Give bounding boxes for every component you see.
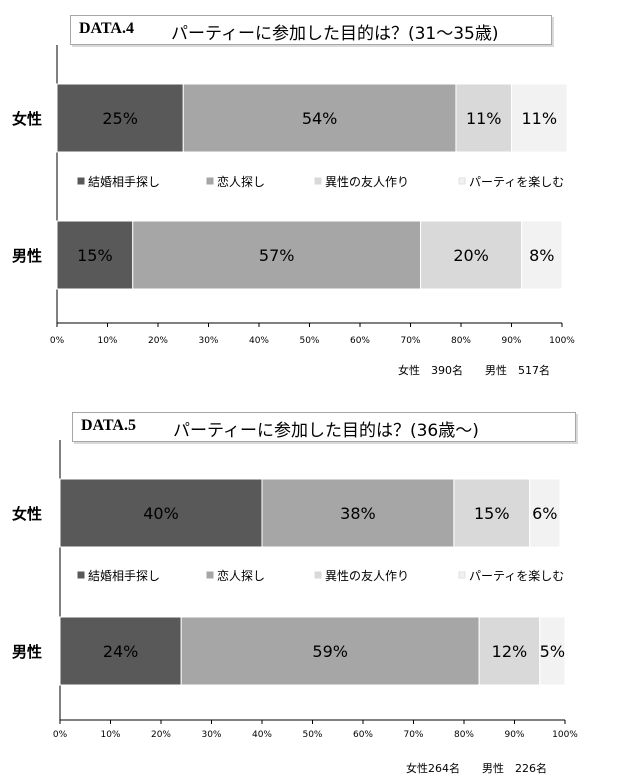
x-tick-label: 30%	[201, 730, 221, 740]
bar-segment	[521, 220, 563, 290]
x-tick-label: 100%	[552, 730, 578, 740]
chart-plot: 0% 10% 20% 30% 40% 50% 60% 70% 80% 90% 100% 女性 40% 38…	[12, 440, 578, 740]
legend-swatch	[206, 177, 214, 185]
data-label: 8%	[529, 246, 554, 265]
x-tick-label: 20%	[148, 336, 168, 346]
data-label: 11%	[521, 109, 557, 128]
data-label: 25%	[102, 109, 138, 128]
bar-segment	[56, 220, 134, 290]
data-label: 59%	[312, 642, 348, 661]
x-tick-label: 30%	[198, 336, 218, 346]
bar-segment	[56, 83, 184, 153]
bar-segment	[420, 220, 523, 290]
x-tick-label: 80%	[454, 730, 474, 740]
x-tick-label: 0%	[53, 730, 68, 740]
data-label: 11%	[466, 109, 502, 128]
x-tick-label: 10%	[97, 336, 117, 346]
bar-segment	[180, 616, 480, 686]
legend-label: 結婚相手探し	[88, 175, 160, 189]
bar-segment	[261, 478, 455, 548]
x-tick-label: 100%	[549, 336, 575, 346]
sample-size-note: 女性 390名 男性 517名	[398, 364, 550, 377]
category-label: 男性	[12, 643, 42, 661]
legend-label: 恋人探し	[217, 174, 265, 189]
legend-swatch	[77, 177, 85, 185]
x-tick-label: 70%	[403, 730, 423, 740]
legend-label: 恋人探し	[217, 568, 265, 583]
legend-swatch	[77, 571, 85, 579]
legend-swatch	[458, 571, 466, 579]
bar-segment	[182, 83, 457, 153]
bar-segment	[132, 220, 422, 290]
chart-title-code: DATA.4	[79, 20, 134, 37]
bar-segment	[478, 616, 541, 686]
chart-title: パーティーに参加した目的は？(36歳～)	[173, 421, 479, 441]
bar-segment	[59, 616, 182, 686]
x-tick-label: 40%	[249, 336, 269, 346]
x-tick-label: 0%	[50, 336, 65, 346]
x-tick-label: 80%	[451, 336, 471, 346]
bar-segment	[455, 83, 513, 153]
x-tick-label: 50%	[299, 336, 319, 346]
sample-size-note: 女性264名 男性 226名	[406, 762, 547, 775]
x-tick-label: 60%	[353, 730, 373, 740]
x-tick-label: 20%	[151, 730, 171, 740]
bar-segment	[59, 478, 263, 548]
bar-segment	[529, 478, 561, 548]
chart-title-box: DATA.4 パーティーに参加した目的は？(31～35歳)	[70, 15, 552, 45]
bar-segment	[539, 616, 566, 686]
chart-title-box: DATA.5 パーティーに参加した目的は？(36歳～)	[72, 412, 576, 442]
data-label: 54%	[302, 109, 338, 128]
category-label: 男性	[12, 247, 42, 265]
chart-title-code: DATA.5	[81, 417, 136, 434]
legend-swatch	[458, 177, 466, 185]
chart-title: パーティーに参加した目的は？(31～35歳)	[171, 24, 499, 44]
chart-plot: 0% 10% 20% 30% 40% 50% 60% 70% 80% 90% 100% 女性 25% 54…	[12, 45, 575, 346]
chart-data-4: DATA.4 パーティーに参加した目的は？(31～35歳) 0% 10% 20% 30…	[12, 15, 575, 377]
data-label: 38%	[340, 504, 376, 523]
legend-label: 異性の友人作り	[325, 569, 409, 583]
data-label: 15%	[474, 504, 510, 523]
category-label: 女性	[12, 505, 42, 523]
legend-label: 異性の友人作り	[325, 175, 409, 189]
data-label: 15%	[77, 246, 113, 265]
data-label: 20%	[453, 246, 489, 265]
x-tick-label: 90%	[501, 336, 521, 346]
bar-segment	[511, 83, 568, 153]
chart-data-5: DATA.5 パーティーに参加した目的は？(36歳～) 0% 10% 20% 30% 4…	[0, 392, 620, 784]
data-label: 57%	[259, 246, 295, 265]
data-label: 12%	[492, 642, 528, 661]
x-tick-label: 60%	[350, 336, 370, 346]
bar-segment	[453, 478, 531, 548]
x-tick-label: 90%	[504, 730, 524, 740]
legend-label: パーティを楽しむ	[469, 569, 564, 583]
x-tick-label: 70%	[400, 336, 420, 346]
data-label: 24%	[103, 642, 139, 661]
data-label: 40%	[143, 504, 179, 523]
x-tick-label: 10%	[100, 730, 120, 740]
legend-label: 結婚相手探し	[88, 569, 160, 583]
legend-swatch	[314, 177, 322, 185]
legend-swatch	[206, 571, 214, 579]
data-label: 5%	[540, 642, 565, 661]
legend-label: パーティを楽しむ	[469, 175, 564, 189]
x-tick-label: 50%	[302, 730, 322, 740]
category-label: 女性	[12, 110, 42, 128]
legend-swatch	[314, 571, 322, 579]
x-tick-label: 40%	[252, 730, 272, 740]
data-label: 6%	[532, 504, 557, 523]
